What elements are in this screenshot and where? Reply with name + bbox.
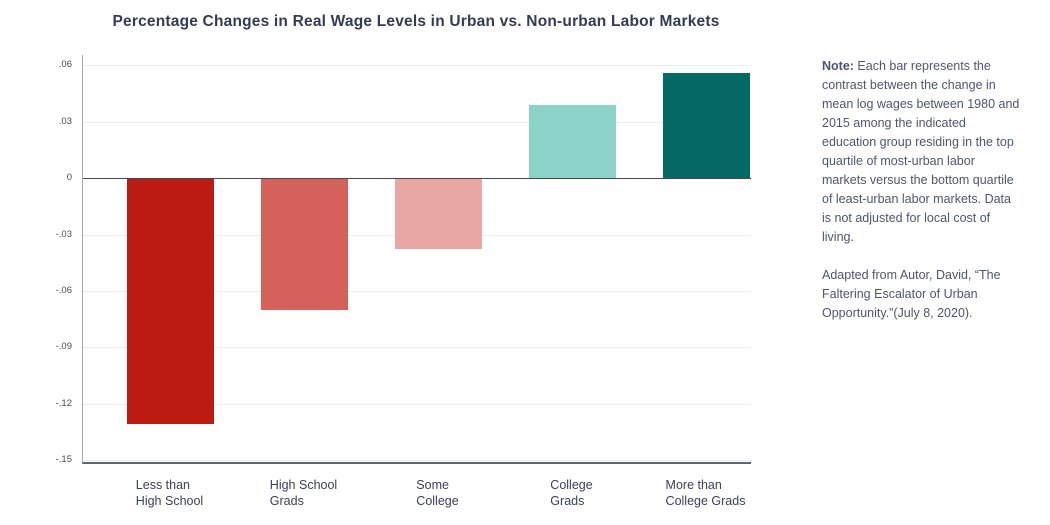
gridline xyxy=(83,460,751,462)
gridline xyxy=(83,403,751,405)
gridline xyxy=(83,290,751,292)
note-panel: Note: Each bar represents the contrast b… xyxy=(822,57,1022,342)
note-paragraph: Note: Each bar represents the contrast b… xyxy=(822,57,1022,247)
bar-2 xyxy=(261,178,348,310)
gridline xyxy=(83,347,751,349)
zero-line xyxy=(83,178,751,180)
y-tick-label: -.09 xyxy=(55,341,72,353)
y-tick-label: -.12 xyxy=(55,397,72,409)
gridline xyxy=(83,121,751,123)
plot-area xyxy=(82,55,751,464)
x-category-label: High School Grads xyxy=(269,478,338,508)
y-tick-label: 0 xyxy=(66,172,72,184)
bar-5 xyxy=(663,72,750,179)
x-category-label: Some College xyxy=(416,478,459,508)
gridline xyxy=(83,65,751,67)
y-tick-label: -.03 xyxy=(55,228,72,240)
y-tick-label: -.06 xyxy=(55,284,72,296)
bar-3 xyxy=(395,178,482,250)
x-category-label: More than College Grads xyxy=(665,478,746,508)
x-category-label: College Grads xyxy=(550,478,593,508)
x-category-label: Less than High School xyxy=(135,478,204,508)
y-tick-label: .03 xyxy=(58,115,72,127)
y-tick-label: .06 xyxy=(58,59,72,71)
bar-4 xyxy=(529,104,616,179)
y-tick-label: -.15 xyxy=(55,454,72,466)
bar-1 xyxy=(127,178,214,425)
note-body: Each bar represents the contrast between… xyxy=(822,59,1020,244)
chart-title: Percentage Changes in Real Wage Levels i… xyxy=(112,13,720,30)
note-attribution: Adapted from Autor, David, “The Falterin… xyxy=(822,268,1001,320)
note-label: Note: xyxy=(822,59,854,73)
